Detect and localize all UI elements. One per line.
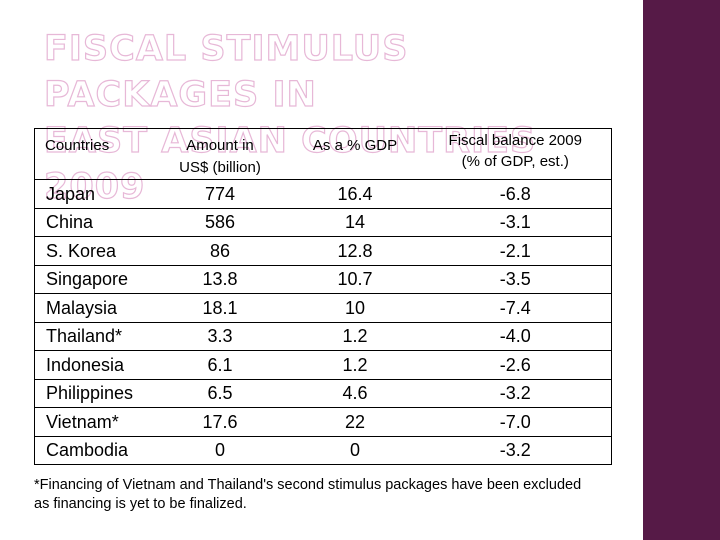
slide-title-line-1: FISCAL STIMULUS PACKAGES IN [43,28,409,115]
table-row: Japan 774 16.4 -6.8 [34,179,612,209]
cell-pct-gdp: 10.7 [290,265,420,294]
table-row: China 586 14 -3.1 [34,208,612,237]
cell-fiscal-balance: -3.5 [419,265,612,294]
cell-pct-gdp: 12.8 [290,236,420,266]
cell-pct-gdp: 22 [290,407,420,437]
cell-pct-gdp: 10 [290,293,420,323]
table-row: Cambodia 0 0 -3.2 [34,436,612,465]
table-row: Thailand* 3.3 1.2 -4.0 [34,322,612,351]
cell-amount: 13.8 [149,265,291,294]
cell-amount: 86 [149,236,291,266]
table-row: Philippines 6.5 4.6 -3.2 [34,379,612,408]
cell-country: Japan [34,179,150,209]
cell-fiscal-balance: -7.4 [419,293,612,323]
header-amount: Amount in US$ (billion) [149,128,291,180]
table-row: Vietnam* 17.6 22 -7.0 [34,407,612,437]
cell-country: Cambodia [34,436,150,465]
cell-fiscal-balance: -2.1 [419,236,612,266]
cell-country: Singapore [34,265,150,294]
cell-pct-gdp: 14 [290,208,420,237]
cell-amount: 0 [149,436,291,465]
cell-amount: 18.1 [149,293,291,323]
cell-amount: 6.1 [149,350,291,380]
cell-fiscal-balance: -3.1 [419,208,612,237]
cell-country: China [34,208,150,237]
table-header-row: Countries Amount in US$ (billion) As a %… [34,128,612,180]
header-amount-line-2: US$ (billion) [179,159,261,176]
cell-fiscal-balance: -3.2 [419,379,612,408]
footnote: *Financing of Vietnam and Thailand's sec… [34,477,582,512]
table-row: Indonesia 6.1 1.2 -2.6 [34,350,612,380]
table-row: S. Korea 86 12.8 -2.1 [34,236,612,266]
cell-pct-gdp: 4.6 [290,379,420,408]
cell-pct-gdp: 1.2 [290,322,420,351]
header-countries: Countries [34,128,150,180]
cell-amount: 3.3 [149,322,291,351]
cell-amount: 586 [149,208,291,237]
cell-fiscal-balance: -2.6 [419,350,612,380]
cell-amount: 6.5 [149,379,291,408]
table-row: Singapore 13.8 10.7 -3.5 [34,265,612,294]
header-pct-gdp: As a % GDP [290,128,420,180]
cell-fiscal-balance: -3.2 [419,436,612,465]
header-fiscal-line-1: Fiscal balance 2009 [448,132,582,149]
table-row: Malaysia 18.1 10 -7.4 [34,293,612,323]
cell-amount: 774 [149,179,291,209]
cell-amount: 17.6 [149,407,291,437]
cell-fiscal-balance: -6.8 [419,179,612,209]
cell-fiscal-balance: -4.0 [419,322,612,351]
cell-country: Malaysia [34,293,150,323]
cell-country: Vietnam* [34,407,150,437]
header-fiscal-line-2: (% of GDP, est.) [461,153,569,170]
cell-pct-gdp: 1.2 [290,350,420,380]
cell-country: Philippines [34,379,150,408]
header-amount-line-1: Amount in [186,137,254,154]
cell-pct-gdp: 0 [290,436,420,465]
cell-country: S. Korea [34,236,150,266]
cell-country: Thailand* [34,322,150,351]
cell-country: Indonesia [34,350,150,380]
decorative-sidebar [643,0,720,540]
cell-fiscal-balance: -7.0 [419,407,612,437]
stimulus-table: Countries Amount in US$ (billion) As a %… [34,128,612,465]
header-fiscal-balance: Fiscal balance 2009 (% of GDP, est.) [419,128,612,180]
cell-pct-gdp: 16.4 [290,179,420,209]
